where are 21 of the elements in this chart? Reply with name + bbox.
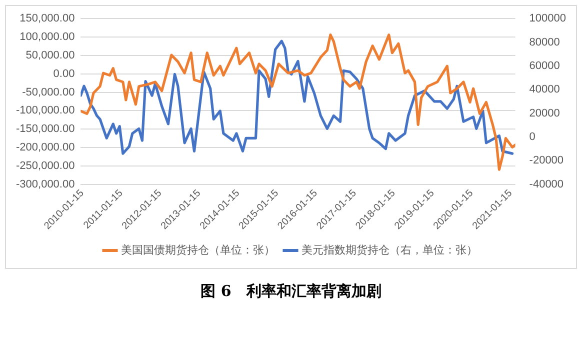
y-tick-label: 0.00 [53, 68, 75, 80]
y-tick-label: -50,000.00 [22, 86, 75, 98]
y-tick-label: -300,000.00 [16, 178, 75, 190]
y2-tick-label: 20000 [529, 107, 560, 120]
y2-tick-label: 40000 [529, 84, 560, 96]
y2-tick-label: 0 [529, 131, 536, 144]
y-tick-label: -200,000.00 [16, 142, 75, 154]
y-tick-label: -250,000.00 [16, 160, 75, 172]
y-tick-label: -150,000.00 [16, 123, 75, 136]
y-tick-label: 150,000.00 [20, 12, 75, 25]
y-tick-label: -100,000.00 [16, 104, 75, 117]
y2-tick-label: 100000 [529, 12, 566, 25]
y-tick-label: 100,000.00 [20, 31, 75, 44]
text: 图 6 利率和汇率背离加剧 [200, 282, 382, 301]
y2-tick-label: -20000 [529, 154, 564, 167]
y2-tick-label: -40000 [529, 178, 564, 190]
y-tick-label: 50,000.00 [26, 49, 75, 62]
legend-label: 美国国债期货持仓（单位：张） [121, 244, 275, 257]
y2-tick-label: 80000 [529, 36, 560, 48]
legend-label: 美元指数期货持仓（右，单位：张） [302, 244, 478, 257]
y2-tick-label: 60000 [529, 60, 560, 72]
